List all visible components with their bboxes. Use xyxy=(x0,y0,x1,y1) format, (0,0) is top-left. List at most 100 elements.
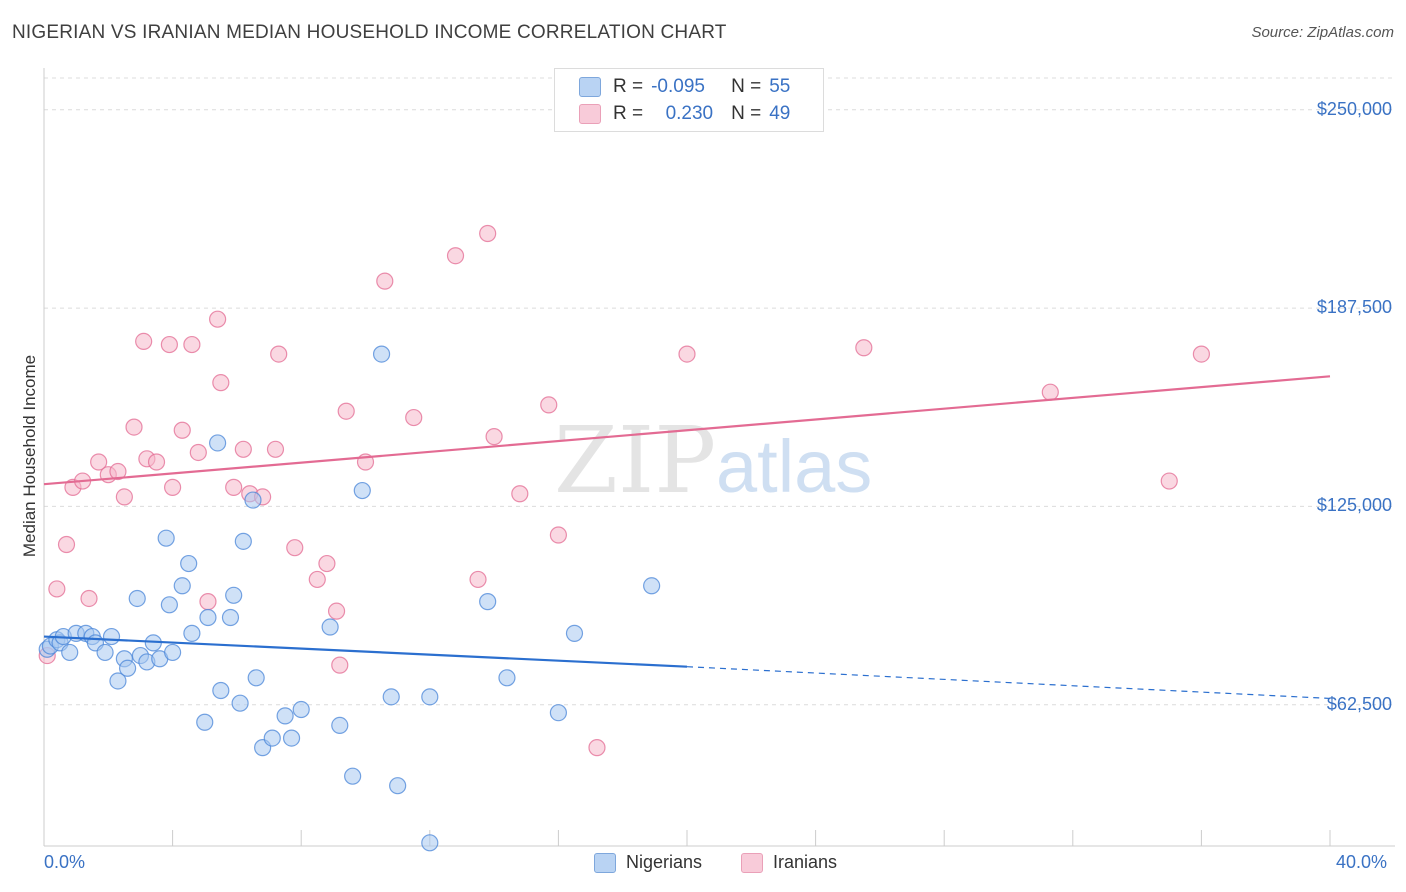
data-point xyxy=(276,707,294,725)
data-point xyxy=(282,729,301,747)
data-point xyxy=(286,539,304,557)
series-legend: Nigerians Iranians xyxy=(0,852,1406,876)
data-point xyxy=(61,643,79,662)
data-point xyxy=(164,478,182,496)
data-point xyxy=(244,491,262,509)
correlation-legend: R = -0.095 N = 55 R = 0.230 N = 49 xyxy=(554,68,824,132)
nigerians-trend-extension xyxy=(686,666,1331,700)
data-point xyxy=(231,694,249,712)
nigerians-trend-line xyxy=(43,635,688,668)
nigerians-label: Nigerians xyxy=(626,852,703,872)
watermark: ZIP atlas xyxy=(554,407,872,514)
data-point xyxy=(199,593,217,611)
legend-r-value: 0.230 xyxy=(665,103,714,124)
legend-r-label: R = xyxy=(613,76,644,97)
data-point xyxy=(421,688,439,706)
data-point xyxy=(173,421,191,439)
iranians-trend-line xyxy=(43,375,1331,486)
data-point xyxy=(1192,345,1211,363)
y-tick-label: $250,000 xyxy=(1316,98,1392,119)
legend-r-label: R = xyxy=(613,103,644,124)
source-label: Source: ZipAtlas.com xyxy=(1251,24,1394,41)
data-point xyxy=(318,554,336,573)
data-point xyxy=(485,428,503,446)
data-point xyxy=(109,462,127,481)
y-tick-label: $125,000 xyxy=(1316,495,1392,516)
data-point xyxy=(147,453,166,471)
data-point xyxy=(80,589,98,608)
legend-swatch-iranians xyxy=(579,104,601,124)
data-point xyxy=(102,627,121,646)
data-point xyxy=(183,624,201,642)
data-point xyxy=(199,608,217,627)
data-point xyxy=(382,688,400,706)
legend-n-value: 55 xyxy=(769,76,791,97)
x-tick-label-min: 0.0% xyxy=(44,852,86,872)
trend-lines xyxy=(43,375,1331,700)
data-point xyxy=(344,767,362,785)
data-point xyxy=(372,345,391,363)
grid-lines xyxy=(44,77,1395,706)
data-point xyxy=(180,554,198,573)
data-point xyxy=(588,739,606,757)
data-point xyxy=(118,659,137,677)
data-point xyxy=(160,335,178,354)
data-point xyxy=(1041,383,1059,401)
data-point xyxy=(135,332,153,351)
data-point xyxy=(498,669,516,687)
data-point xyxy=(337,402,355,420)
data-point xyxy=(209,434,227,452)
data-point xyxy=(57,535,76,554)
data-point xyxy=(160,596,178,614)
data-point xyxy=(479,593,497,611)
data-point xyxy=(327,602,346,620)
data-point xyxy=(405,408,423,427)
data-point xyxy=(225,586,243,604)
data-point xyxy=(469,570,487,589)
data-point xyxy=(109,672,127,690)
series-legend-iranians[interactable]: Iranians xyxy=(741,852,837,873)
data-point xyxy=(90,453,108,471)
data-point xyxy=(549,526,568,544)
data-point xyxy=(292,700,310,719)
data-point xyxy=(183,335,201,354)
data-point xyxy=(234,440,252,458)
data-point xyxy=(173,577,191,595)
watermark-atlas: atlas xyxy=(716,425,872,508)
data-point xyxy=(189,443,207,462)
legend-r-value: -0.095 xyxy=(651,76,705,97)
iranians-swatch xyxy=(741,852,763,873)
data-point xyxy=(225,478,243,496)
legend-n-label: N = xyxy=(731,76,762,97)
data-point xyxy=(446,247,465,265)
data-point xyxy=(353,481,371,500)
data-point xyxy=(678,345,696,363)
y-tick-label: $187,500 xyxy=(1316,297,1392,318)
data-point xyxy=(212,681,230,700)
watermark-zip: ZIP xyxy=(554,407,716,514)
y-tick-label: $62,500 xyxy=(1326,693,1392,714)
iranians-label: Iranians xyxy=(773,852,838,872)
data-point xyxy=(479,224,497,243)
data-point xyxy=(125,418,143,436)
data-point xyxy=(421,834,439,852)
data-point xyxy=(247,669,265,687)
data-point xyxy=(266,440,285,458)
data-point xyxy=(565,624,584,642)
data-point xyxy=(321,618,339,636)
data-point xyxy=(540,396,558,414)
data-point xyxy=(331,656,349,674)
data-point xyxy=(389,777,407,795)
data-point xyxy=(128,589,146,608)
series-iranians xyxy=(38,224,1211,757)
nigerians-swatch xyxy=(594,852,616,873)
data-point xyxy=(212,374,230,392)
data-point xyxy=(234,532,252,550)
data-point xyxy=(549,704,568,722)
legend-swatch-nigerians xyxy=(579,77,601,97)
series-legend-nigerians[interactable]: Nigerians xyxy=(594,852,702,873)
data-point xyxy=(209,310,227,328)
data-point xyxy=(1160,472,1178,490)
data-point xyxy=(164,643,182,662)
data-point xyxy=(643,577,661,595)
